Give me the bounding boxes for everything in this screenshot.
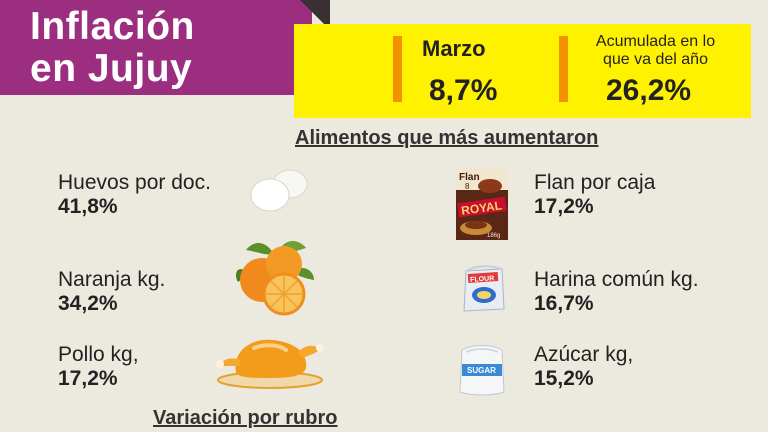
list-item-flan: Flan por caja 17,2%	[534, 171, 655, 219]
chicken-icon	[216, 339, 324, 389]
accent-bar-monthly	[393, 36, 402, 102]
item-name: Azúcar kg,	[534, 343, 634, 366]
eggs-icon	[250, 169, 308, 212]
item-name: Pollo kg,	[58, 343, 139, 366]
accent-bar-accumulated	[559, 36, 568, 102]
flan-box-icon: Flan 8 ROYAL 186g	[456, 168, 508, 240]
list-item-flour: Harina común kg. 16,7%	[534, 268, 699, 316]
list-item-sugar: Azúcar kg, 15,2%	[534, 343, 633, 391]
orange-icon	[236, 241, 314, 316]
title-line-2: en Jujuy	[30, 47, 193, 90]
accumulated-label-line-2: que va del año	[603, 51, 708, 68]
title-line-1: Inflación	[30, 5, 195, 48]
sugar-bag-icon: SUGAR	[459, 345, 505, 396]
flour-bag-label: FLOUR	[470, 275, 495, 284]
flan-box-number: 8	[465, 182, 470, 191]
list-item-chicken: Pollo kg, 17,2%	[58, 343, 139, 391]
flan-box-label: Flan	[459, 172, 480, 183]
monthly-value: 8,7%	[429, 74, 498, 107]
item-name: Huevos por doc.	[58, 171, 211, 194]
stats-box: Marzo 8,7% Acumulada en lo que va del añ…	[294, 24, 751, 118]
item-name: Flan por caja	[534, 171, 656, 194]
item-value: 41,8%	[58, 195, 118, 218]
page-title: Inflación en Jujuy	[30, 6, 195, 90]
monthly-label: Marzo	[422, 36, 486, 61]
footer-section-title: Variación por rubro	[153, 407, 338, 429]
item-name: Naranja kg.	[58, 268, 166, 291]
accumulated-value: 26,2%	[606, 74, 692, 107]
item-value: 17,2%	[58, 367, 118, 390]
item-value: 17,2%	[534, 195, 594, 218]
sugar-bag-label: SUGAR	[467, 366, 496, 375]
flour-bag-icon: FLOUR	[463, 265, 505, 312]
accumulated-label: Acumulada en lo que va del año	[578, 33, 733, 69]
flan-box-brand: ROYAL	[460, 198, 502, 218]
item-value: 34,2%	[58, 292, 118, 315]
title-banner	[0, 0, 312, 95]
item-value: 15,2%	[534, 367, 594, 390]
flan-box-weight: 186g	[487, 233, 500, 239]
item-value: 16,7%	[534, 292, 594, 315]
list-item-orange: Naranja kg. 34,2%	[58, 268, 165, 316]
list-item-eggs: Huevos por doc. 41,8%	[58, 171, 211, 219]
section-title: Alimentos que más aumentaron	[295, 127, 599, 149]
item-name: Harina común kg.	[534, 268, 699, 291]
accumulated-label-line-1: Acumulada en lo	[595, 33, 716, 50]
